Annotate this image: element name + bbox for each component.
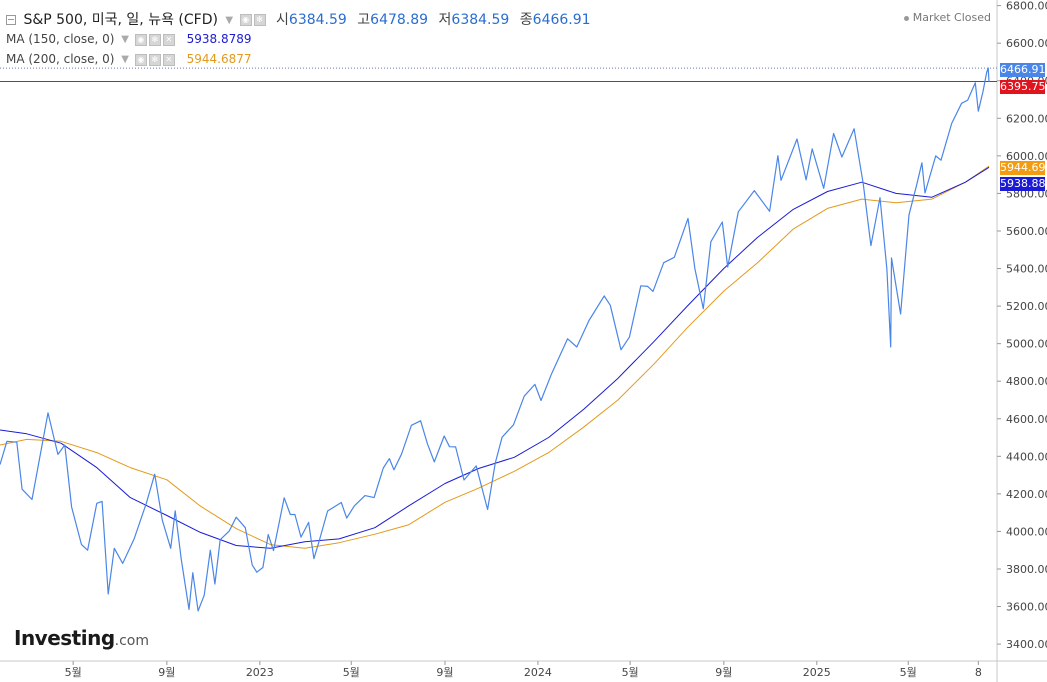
investing-logo: Investing.com (14, 626, 149, 650)
eye-icon[interactable]: ◉ (134, 33, 147, 46)
close-label: 종 (519, 12, 533, 28)
ma200-value: 5944.6877 (186, 52, 252, 66)
chevron-down-icon[interactable]: ▼ (121, 34, 129, 45)
close-value: 6466.91 (532, 12, 591, 28)
y-tick-label: 6800.00 (1006, 0, 1047, 13)
symbol-title: S&P 500, 미국, 일, 뉴욕 (CFD) (23, 12, 218, 28)
symbol-legend: S&P 500, 미국, 일, 뉴욕 (CFD) ▼ ◉ ✻ 시6384.59 고… (6, 9, 591, 29)
close-icon[interactable]: ✕ (162, 53, 175, 66)
y-tick-label: 6200.00 (1006, 112, 1047, 125)
y-tick-label: 5200.00 (1006, 300, 1047, 313)
x-tick-label: 5월 (622, 666, 639, 679)
status-dot-icon (903, 15, 909, 21)
x-tick-label: 9월 (436, 666, 453, 679)
y-tick-label: 4200.00 (1006, 488, 1047, 501)
low-label: 저 (438, 12, 452, 28)
x-tick-label: 8 (975, 666, 982, 679)
chevron-down-icon[interactable]: ▼ (121, 54, 129, 65)
settings-icon[interactable]: ✻ (148, 53, 161, 66)
ma150-value: 5938.8789 (186, 32, 252, 46)
y-tick-label: 6000.00 (1006, 150, 1047, 163)
x-tick-label: 9월 (158, 666, 175, 679)
y-tick-label: 3400.00 (1006, 638, 1047, 651)
chevron-down-icon[interactable]: ▼ (225, 14, 234, 26)
y-tick-label: 3800.00 (1006, 563, 1047, 576)
settings-icon[interactable]: ✻ (253, 14, 266, 26)
eye-icon[interactable]: ◉ (134, 53, 147, 66)
y-tick-label: 5000.00 (1006, 338, 1047, 351)
collapse-icon[interactable] (6, 15, 16, 25)
high-label: 고 (357, 12, 371, 28)
open-value: 6384.59 (288, 12, 347, 28)
low-value: 6384.59 (451, 12, 510, 28)
high-value: 6478.89 (370, 12, 429, 28)
ma200-label: MA (200, close, 0) (6, 52, 115, 66)
settings-icon[interactable]: ✻ (148, 33, 161, 46)
ma150-series-line (0, 166, 990, 549)
ma150-legend: MA (150, close, 0) ▼ ◉ ✻ ✕ 5938.8789 (6, 32, 252, 46)
x-tick-label: 5월 (65, 666, 82, 679)
logo-tld: .com (114, 633, 150, 649)
close-icon[interactable]: ✕ (162, 33, 175, 46)
x-tick-label: 9월 (715, 666, 732, 679)
logo-brand: Investing (14, 626, 115, 650)
last-price-tag: 6466.91 (1000, 63, 1046, 77)
x-tick-label: 2025 (803, 666, 831, 679)
market-status-text: Market Closed (912, 11, 991, 24)
y-tick-label: 4800.00 (1006, 375, 1047, 388)
ma150-price-tag: 5938.88 (1000, 177, 1046, 191)
current-price-tag: 6395.75 (1000, 80, 1046, 94)
y-tick-label: 3600.00 (1006, 601, 1047, 614)
x-tick-label: 2023 (246, 666, 274, 679)
x-tick-label: 5월 (343, 666, 360, 679)
y-tick-label: 5400.00 (1006, 263, 1047, 276)
y-tick-label: 5600.00 (1006, 225, 1047, 238)
price-series-line (0, 67, 990, 612)
market-status: Market Closed (903, 11, 991, 24)
x-tick-label: 5월 (900, 666, 917, 679)
x-tick-label: 2024 (524, 666, 552, 679)
y-tick-label: 6600.00 (1006, 37, 1047, 50)
y-tick-label: 4600.00 (1006, 413, 1047, 426)
eye-icon[interactable]: ◉ (239, 14, 252, 26)
ma200-series-line (0, 165, 990, 549)
ma150-label: MA (150, close, 0) (6, 32, 115, 46)
ma200-legend: MA (200, close, 0) ▼ ◉ ✻ ✕ 5944.6877 (6, 52, 252, 66)
y-tick-label: 4000.00 (1006, 525, 1047, 538)
ma200-price-tag: 5944.69 (1000, 161, 1046, 175)
open-label: 시 (276, 12, 289, 28)
y-tick-label: 4400.00 (1006, 450, 1047, 463)
